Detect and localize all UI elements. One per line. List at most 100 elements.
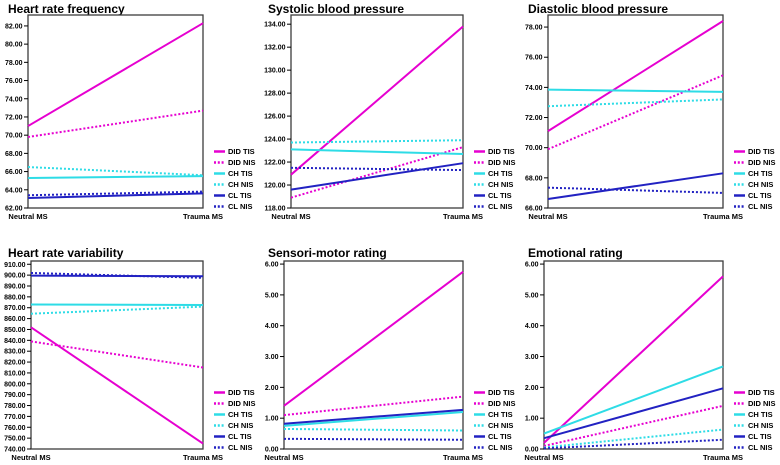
systolic-blood-pressure-chart: 118.00 120.00 122.00 124.00 126.00 128.00 130.…	[264, 14, 516, 221]
series-line-cl-nis	[283, 437, 464, 441]
y-tick-label: 790.00	[4, 392, 26, 399]
y-tick-label: 72.00	[5, 114, 23, 121]
y-tick-label: 5.00	[265, 292, 279, 299]
chart-title: Emotional rating	[528, 246, 623, 260]
series-line-did-nis	[283, 395, 464, 417]
y-tick-label: 770.00	[4, 414, 26, 421]
x-axis-label-trauma-ms: Trauma MS	[703, 453, 743, 462]
legend-label-ch-tis: CH TIS	[748, 410, 773, 419]
y-tick-label: 126.00	[264, 114, 286, 121]
legend-label-cl-nis: CL NIS	[228, 443, 252, 452]
y-tick-label: 128.00	[264, 91, 286, 98]
y-tick-label: 134.00	[264, 22, 286, 29]
legend-label-did-tis: DID TIS	[748, 147, 775, 156]
x-axis-label-neutral-ms: Neutral MS	[8, 212, 47, 221]
legend-label-cl-tis: CL TIS	[748, 432, 772, 441]
series-line-did-tis	[283, 270, 464, 407]
y-tick-label: 70.00	[5, 133, 23, 140]
y-tick-label: 68.00	[525, 175, 543, 182]
series-line-ch-tis	[543, 365, 724, 435]
y-tick-label: 2.00	[265, 385, 279, 392]
series-line-did-nis	[290, 146, 464, 199]
legend-label-ch-nis: CH NIS	[488, 421, 513, 430]
series-line-cl-tis	[543, 387, 724, 440]
series-line-ch-nis	[283, 427, 464, 432]
series-line-ch-tis	[30, 303, 204, 307]
y-tick-label: 74.00	[5, 96, 23, 103]
chart-title: Diastolic blood pressure	[528, 2, 669, 16]
legend-label-ch-nis: CH NIS	[228, 421, 253, 430]
y-tick-label: 3.00	[265, 354, 279, 361]
series-line-ch-nis	[27, 166, 204, 177]
series-line-cl-nis	[27, 190, 204, 197]
y-tick-label: 800.00	[4, 381, 26, 388]
y-tick-label: 78.00	[5, 60, 23, 67]
y-tick-label: 62.00	[5, 206, 23, 213]
y-tick-label: 6.00	[265, 262, 279, 269]
series-line-did-tis	[547, 20, 724, 132]
y-tick-label: 780.00	[4, 403, 26, 410]
series-line-cl-tis	[30, 274, 204, 278]
y-tick-label: 80.00	[5, 42, 23, 49]
y-tick-label: 880.00	[4, 294, 26, 301]
series-line-ch-nis	[547, 98, 724, 108]
legend-label-did-tis: DID TIS	[228, 388, 255, 397]
series-line-ch-nis	[30, 305, 204, 315]
y-tick-label: 132.00	[264, 45, 286, 52]
legend-label-did-nis: DID NIS	[748, 158, 776, 167]
y-tick-label: 70.00	[525, 145, 543, 152]
y-tick-label: 910.00	[4, 262, 26, 269]
y-tick-label: 64.00	[5, 187, 23, 194]
series-line-did-tis	[543, 275, 724, 444]
legend-label-cl-nis: CL NIS	[748, 443, 772, 452]
chart-cell-heart-rate-variability: Heart rate variability 740.00 750.00 760.0…	[0, 232, 260, 465]
y-tick-label: 6.00	[525, 262, 539, 269]
x-axis-label-trauma-ms: Trauma MS	[443, 453, 483, 462]
legend-label-did-tis: DID TIS	[228, 147, 255, 156]
diastolic-blood-pressure-chart: 66.00 68.00 70.00 72.00 74.00 76.00 78.00 Neutr…	[525, 14, 776, 221]
x-axis-label-neutral-ms: Neutral MS	[11, 453, 50, 462]
series-line-ch-nis	[290, 139, 464, 144]
y-tick-label: 66.00	[5, 169, 23, 176]
chart-cell-systolic-blood-pressure: Systolic blood pressure 118.00 120.00 122.…	[260, 0, 520, 232]
legend-label-ch-nis: CH NIS	[228, 180, 253, 189]
series-line-ch-tis	[27, 175, 204, 179]
legend-label-did-nis: DID NIS	[228, 399, 256, 408]
y-tick-label: 124.00	[264, 137, 286, 144]
series-line-ch-tis	[283, 411, 464, 427]
heart-rate-variability-chart: 740.00 750.00 760.00 770.00 780.00 790.00 800.…	[4, 260, 256, 462]
series-line-did-tis	[27, 22, 204, 127]
chart-title: Heart rate variability	[8, 246, 124, 260]
y-tick-label: 1.00	[265, 416, 279, 423]
chart-cell-sensori-motor-rating: Sensori-motor rating 0.00 1.00 2.00 3.00 4.0…	[260, 232, 520, 465]
legend-label-cl-tis: CL TIS	[488, 191, 512, 200]
y-tick-label: 1.00	[525, 416, 539, 423]
y-tick-label: 2.00	[525, 385, 539, 392]
series-line-ch-tis	[290, 148, 464, 156]
series-line-did-nis	[30, 340, 204, 369]
y-tick-label: 74.00	[525, 85, 543, 92]
series-line-did-nis	[543, 404, 724, 447]
legend-label-cl-nis: CL NIS	[488, 443, 512, 452]
legend-label-cl-tis: CL TIS	[228, 432, 252, 441]
legend-label-did-nis: DID NIS	[228, 158, 256, 167]
series-line-ch-nis	[543, 428, 724, 449]
emotional-rating-chart: 0.00 1.00 2.00 3.00 4.00 5.00 6.00 Neutral MS Tr…	[524, 260, 776, 462]
series-line-cl-tis	[283, 408, 464, 425]
y-tick-label: 860.00	[4, 316, 26, 323]
legend-label-ch-tis: CH TIS	[228, 169, 253, 178]
legend-label-did-nis: DID NIS	[748, 399, 776, 408]
y-tick-label: 4.00	[525, 323, 539, 330]
legend-label-cl-nis: CL NIS	[228, 202, 252, 211]
x-axis-label-trauma-ms: Trauma MS	[183, 453, 223, 462]
series-line-ch-tis	[547, 88, 724, 93]
chart-cell-emotional-rating: Emotional rating 0.00 1.00 2.00 3.00 4.00 5.0…	[520, 232, 780, 465]
legend-label-cl-tis: CL TIS	[488, 432, 512, 441]
y-tick-label: 870.00	[4, 305, 26, 312]
legend-label-did-nis: DID NIS	[488, 399, 516, 408]
y-tick-label: 4.00	[265, 323, 279, 330]
y-tick-label: 76.00	[5, 78, 23, 85]
y-tick-label: 810.00	[4, 370, 26, 377]
y-tick-label: 840.00	[4, 338, 26, 345]
